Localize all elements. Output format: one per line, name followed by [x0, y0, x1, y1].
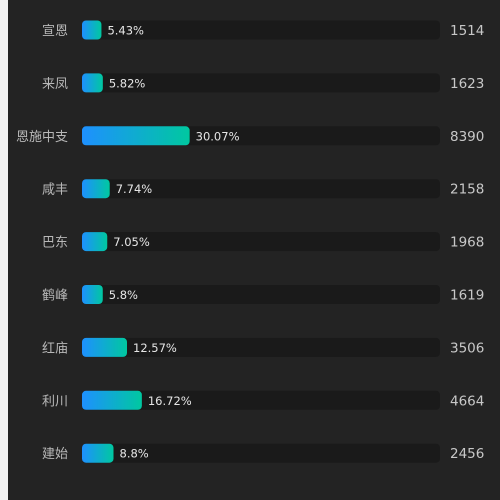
bar [82, 179, 110, 199]
value-label: 2158 [450, 182, 484, 198]
value-label: 8390 [450, 129, 484, 145]
chart-panel: 宣恩 5.43% 1514 来凤 5.82% 1623 恩施中支 30.07% 8390 咸丰 7.… [8, 0, 500, 500]
bar [82, 390, 142, 410]
bar [82, 20, 102, 40]
bar-track [82, 232, 440, 252]
bar-track [82, 179, 440, 199]
value-label: 1623 [450, 76, 484, 92]
bar-row: 宣恩 5.43% 1514 [42, 20, 484, 40]
category-label: 建始 [42, 447, 68, 462]
category-label: 咸丰 [42, 183, 68, 198]
bar-track [82, 443, 440, 463]
bar [82, 126, 190, 146]
percent-label: 7.74% [116, 182, 153, 196]
percent-label: 5.82% [109, 76, 146, 90]
value-label: 4664 [450, 393, 484, 409]
bar-track [82, 20, 440, 40]
bar-row: 恩施中支 30.07% 8390 [16, 126, 484, 146]
bar [82, 232, 108, 252]
category-label: 恩施中支 [16, 130, 68, 145]
bar [82, 285, 103, 304]
value-label: 1514 [450, 23, 484, 39]
bar-row: 利川 16.72% 4664 [42, 390, 484, 410]
percent-label: 5.43% [107, 24, 144, 38]
bar-row: 巴东 7.05% 1968 [42, 232, 484, 252]
category-label: 红庙 [42, 340, 68, 356]
horizontal-bar-chart: 宣恩 5.43% 1514 来凤 5.82% 1623 恩施中支 30.07% 8390 咸丰 7.… [16, 20, 484, 463]
category-label: 利川 [42, 394, 68, 409]
bar [82, 73, 103, 93]
percent-label: 30.07% [196, 129, 240, 143]
percent-label: 5.8% [109, 288, 138, 302]
percent-label: 12.57% [133, 341, 177, 355]
category-label: 鹤峰 [42, 288, 68, 304]
percent-label: 16.72% [148, 394, 192, 408]
bar-row: 来凤 5.82% 1623 [42, 73, 484, 93]
value-label: 1619 [450, 288, 484, 304]
percent-label: 8.8% [120, 447, 149, 461]
category-label: 宣恩 [42, 23, 68, 39]
bar-track [82, 337, 440, 357]
value-label: 3506 [450, 340, 484, 356]
percent-label: 7.05% [113, 235, 150, 249]
bar [82, 337, 128, 357]
bar-track [82, 285, 440, 304]
category-label: 来凤 [42, 77, 68, 92]
bar-track [82, 390, 440, 410]
category-label: 巴东 [42, 236, 68, 251]
bar [82, 443, 114, 463]
value-label: 1968 [450, 235, 484, 251]
bar-track [82, 73, 440, 93]
bar-row: 咸丰 7.74% 2158 [42, 179, 484, 199]
bar-row: 建始 8.8% 2456 [42, 443, 484, 463]
value-label: 2456 [450, 446, 484, 462]
bar-row: 红庙 12.57% 3506 [42, 337, 484, 357]
bar-row: 鹤峰 5.8% 1619 [42, 285, 484, 304]
